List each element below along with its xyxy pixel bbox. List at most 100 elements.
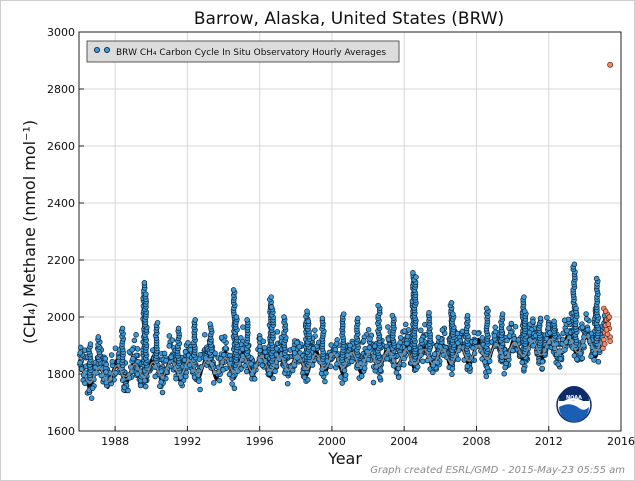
hourly-point <box>113 370 119 376</box>
hourly-point <box>220 367 226 373</box>
spike-point <box>87 341 94 347</box>
preliminary-point <box>607 338 613 344</box>
hourly-point <box>173 375 179 382</box>
hourly-point <box>501 371 507 377</box>
hourly-point <box>142 383 149 390</box>
hourly-point <box>109 358 116 365</box>
hourly-point <box>197 351 204 358</box>
hourly-point <box>371 343 378 349</box>
spike-point <box>268 304 275 310</box>
y-tick-label: 2000 <box>47 311 75 324</box>
hourly-point <box>242 363 248 369</box>
hourly-point <box>152 373 158 380</box>
hourly-point <box>196 378 202 384</box>
hourly-point <box>418 327 424 334</box>
legend-marker-1 <box>94 47 101 54</box>
hourly-point <box>301 374 308 381</box>
hourly-point <box>186 362 193 368</box>
hourly-point <box>384 355 390 362</box>
spike-point <box>305 318 312 325</box>
low-outlier-point <box>370 379 377 386</box>
hourly-point <box>521 366 527 372</box>
hourly-point <box>591 357 597 363</box>
hourly-point <box>595 359 602 365</box>
spike-point <box>154 319 161 326</box>
hourly-point <box>583 311 589 317</box>
hourly-point <box>185 340 191 346</box>
hourly-point <box>169 337 176 343</box>
hourly-point <box>470 345 476 351</box>
hourly-point <box>181 357 188 363</box>
spike-point <box>571 261 578 268</box>
spike-point <box>141 280 148 286</box>
spike-point <box>119 325 126 332</box>
hourly-point <box>482 359 488 365</box>
hourly-point <box>530 319 536 325</box>
hourly-point <box>579 355 586 361</box>
preliminary-point <box>603 327 610 333</box>
legend-marker-2 <box>104 47 111 54</box>
hourly-point <box>121 384 128 391</box>
hourly-point <box>202 331 208 338</box>
hourly-point <box>82 380 88 386</box>
hourly-point <box>584 326 591 333</box>
hourly-point <box>211 380 217 386</box>
spike-point <box>593 275 600 282</box>
hourly-point <box>414 364 421 370</box>
hourly-point <box>401 362 407 368</box>
hourly-point <box>166 333 173 339</box>
x-tick-label: 1992 <box>173 435 201 448</box>
spike-point <box>551 318 557 325</box>
hourly-point <box>272 368 278 375</box>
hourly-point <box>437 343 443 350</box>
hourly-point <box>332 346 339 353</box>
hourly-point <box>166 343 172 349</box>
hourly-point <box>588 353 594 360</box>
hourly-point <box>342 372 349 378</box>
hourly-point <box>401 328 408 334</box>
spike-point <box>340 311 347 317</box>
hourly-point <box>492 324 498 331</box>
hourly-point <box>486 368 492 375</box>
hourly-point <box>512 323 519 330</box>
x-tick-label: 2000 <box>318 435 346 448</box>
hourly-point <box>243 368 250 375</box>
hourly-point <box>455 340 461 346</box>
hourly-point <box>464 363 471 370</box>
hourly-point <box>510 347 516 354</box>
hourly-point <box>182 348 189 355</box>
spike-point <box>207 321 213 327</box>
hourly-point <box>358 373 365 379</box>
hourly-point <box>222 345 229 351</box>
y-tick-label: 2800 <box>47 83 75 96</box>
hourly-point <box>404 333 411 340</box>
hourly-point <box>131 337 138 344</box>
y-tick-label: 2600 <box>47 140 75 153</box>
hourly-point <box>508 320 515 327</box>
svg-text:NOAA: NOAA <box>566 395 582 401</box>
spike-point <box>389 312 396 319</box>
hourly-point <box>393 369 400 376</box>
hourly-point <box>274 329 281 335</box>
hourly-point <box>471 329 478 336</box>
x-tick-label: 1996 <box>246 435 274 448</box>
hourly-point <box>89 385 96 392</box>
hourly-point <box>125 387 131 394</box>
chart-title: Barrow, Alaska, United States (BRW) <box>194 9 504 29</box>
plot-area <box>78 31 622 432</box>
hourly-point <box>168 354 174 360</box>
hourly-point <box>367 336 373 342</box>
hourly-point <box>221 352 227 358</box>
preliminary-points <box>600 61 614 352</box>
hourly-point <box>479 335 486 341</box>
spike-point <box>281 314 287 320</box>
x-tick-label: 2004 <box>390 435 418 448</box>
trend-line-group <box>79 334 610 385</box>
spike-point <box>450 311 456 317</box>
hourly-point <box>579 324 586 331</box>
hourly-point <box>504 337 510 344</box>
hourly-point <box>435 334 442 341</box>
hourly-point <box>284 380 291 387</box>
spike-point <box>464 312 471 319</box>
